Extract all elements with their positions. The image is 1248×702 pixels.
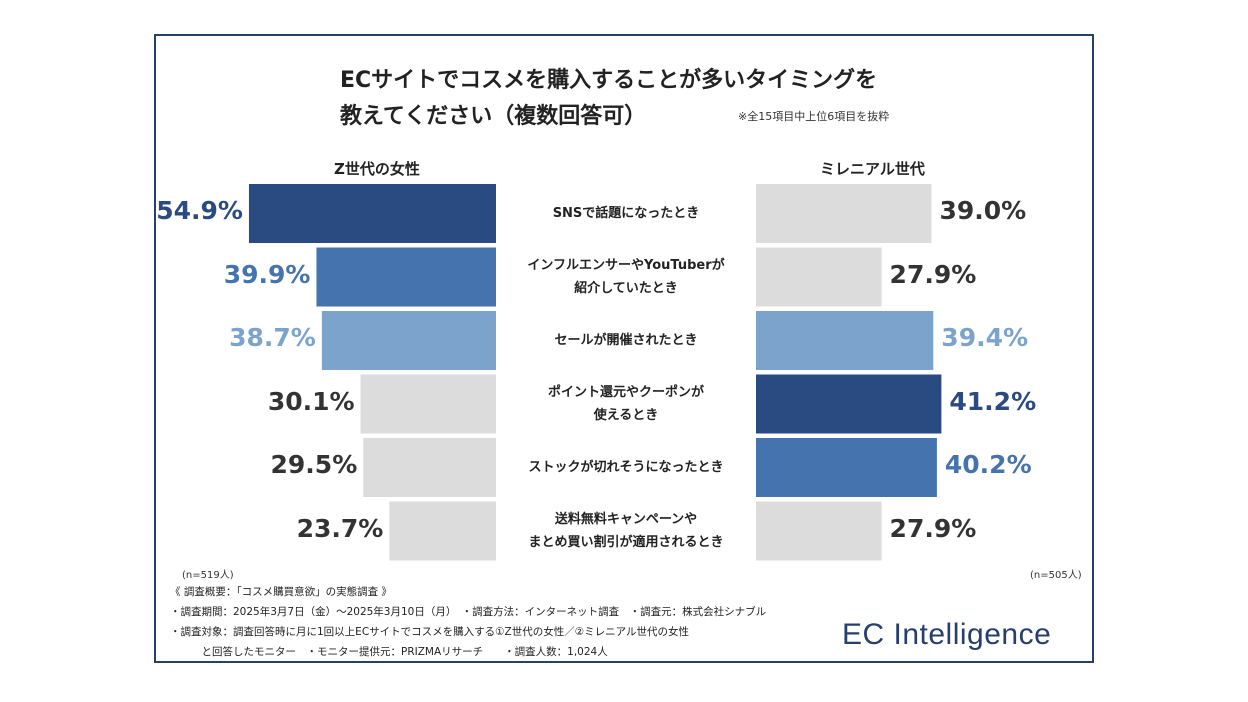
chart-note: ※全15項目中上位6項目を抜粋 bbox=[738, 110, 890, 123]
bar-left-3 bbox=[360, 374, 496, 434]
value-label-right-3: 41.2% bbox=[949, 386, 1037, 416]
bar-right-3 bbox=[756, 374, 942, 434]
right-series-header: ミレニアル世代 bbox=[820, 160, 925, 178]
value-label-left-0: 54.9% bbox=[156, 196, 243, 225]
footnote-line3: ・調査対象：調査回答時に月に1回以上ECサイトでコスメを購入する①Z世代の女性／… bbox=[170, 626, 690, 638]
bar-left-2 bbox=[321, 311, 496, 370]
value-label-right-1: 27.9% bbox=[889, 259, 977, 289]
category-label-5: 送料無料キャンペーンやまとめ買い割引が適用されるとき bbox=[500, 508, 752, 554]
category-label-line: 送料無料キャンペーンや bbox=[554, 512, 698, 527]
value-label-left-5: 23.7% bbox=[296, 513, 384, 543]
right-sample-size: (n=505人) bbox=[1030, 570, 1082, 581]
bar-right-1 bbox=[756, 247, 882, 307]
brand-logo: EC Intelligence bbox=[842, 618, 1052, 651]
category-label-line: ストックが切れそうになったとき bbox=[528, 460, 724, 475]
bar-left-5 bbox=[389, 501, 496, 561]
category-label-line: セールが開催されたとき bbox=[554, 333, 698, 348]
category-label-3: ポイント還元やクーポンが 使えるとき bbox=[500, 381, 752, 427]
category-label-0: SNSで話題になったとき bbox=[500, 202, 752, 225]
chart-title-line2: 教えてください（複数回答可） bbox=[340, 104, 647, 129]
bar-left-0 bbox=[248, 184, 496, 243]
footnote-line2: ・調査期間：2025年3月7日（金）～2025年3月10日（月） ・調査方法：イ… bbox=[170, 606, 767, 618]
footnote-line4: と回答したモニター ・モニター提供元：PRIZMAリサーチ ・調査人数：1,02… bbox=[170, 646, 608, 658]
bar-right-5 bbox=[756, 501, 882, 561]
value-label-left-3: 30.1% bbox=[267, 386, 355, 416]
chart-title-line1: ECサイトでコスメを購入することが多いタイミングを bbox=[340, 68, 878, 93]
left-series-header: Z世代の女性 bbox=[334, 160, 420, 178]
category-label-2: セールが開催されたとき bbox=[500, 329, 752, 352]
category-label-line: SNSで話題になったとき bbox=[552, 206, 700, 221]
bar-left-1 bbox=[316, 247, 496, 307]
footnote-line1: 《 調査概要：「コスメ購買意欲」の実態調査 》 bbox=[170, 586, 392, 598]
chart-frame bbox=[154, 34, 1094, 663]
value-label-right-0: 39.0% bbox=[939, 196, 1027, 225]
bar-right-4 bbox=[756, 438, 937, 497]
category-label-line: インフルエンサーやYouTuberが bbox=[527, 258, 725, 273]
value-label-right-4: 40.2% bbox=[944, 450, 1032, 479]
category-label-1: インフルエンサーやYouTuberが 紹介していたとき bbox=[500, 254, 752, 300]
value-label-left-2: 38.7% bbox=[229, 323, 316, 352]
category-label-line: ポイント還元やクーポンが bbox=[547, 385, 704, 400]
category-label-line: まとめ買い割引が適用されるとき bbox=[528, 535, 724, 550]
category-label-line: 使えるとき bbox=[593, 408, 659, 423]
category-label-line: 紹介していたとき bbox=[574, 281, 678, 296]
bar-left-4 bbox=[363, 438, 496, 497]
value-label-left-1: 39.9% bbox=[223, 259, 311, 289]
value-label-left-4: 29.5% bbox=[270, 450, 358, 479]
bar-right-0 bbox=[756, 184, 932, 243]
left-sample-size: (n=519人) bbox=[182, 570, 234, 581]
bar-right-2 bbox=[756, 311, 934, 370]
value-label-right-5: 27.9% bbox=[889, 513, 977, 543]
value-label-right-2: 39.4% bbox=[941, 323, 1029, 352]
category-label-4: ストックが切れそうになったとき bbox=[500, 456, 752, 479]
